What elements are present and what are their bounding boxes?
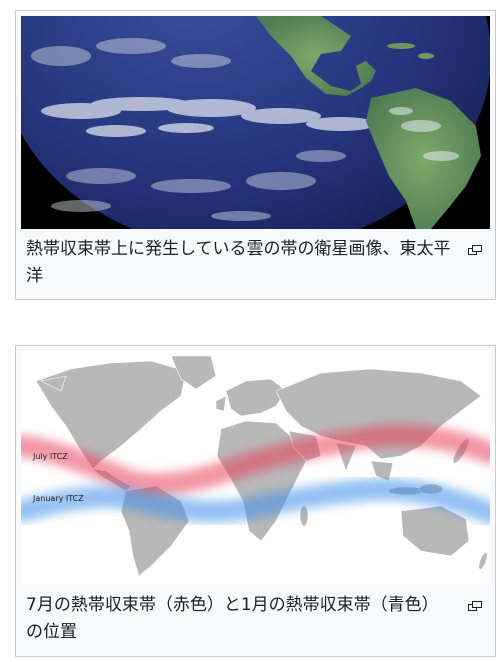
world-map-graphic: July ITCZ January ITCZ (21, 351, 490, 584)
january-itcz-band (21, 477, 490, 524)
figure-itcz-map: July ITCZ January ITCZ 7月の熱帯収束帯（赤色）と1月の熱… (15, 345, 496, 657)
magnify-clip-icon[interactable] (467, 241, 483, 255)
satellite-image[interactable] (21, 16, 490, 229)
figure-caption: 熱帯収束帯上に発生している雲の帯の衛星画像、東太平洋 (26, 239, 451, 286)
january-itcz-label: January ITCZ (32, 494, 84, 503)
july-itcz-label: July ITCZ (32, 452, 68, 461)
magnify-clip-icon[interactable] (467, 597, 483, 611)
itcz-map-image[interactable]: July ITCZ January ITCZ (21, 351, 490, 584)
figure-satellite: 熱帯収束帯上に発生している雲の帯の衛星画像、東太平洋 (15, 10, 496, 300)
figure-caption: 7月の熱帯収束帯（赤色）と1月の熱帯収束帯（青色）の位置 (26, 595, 439, 642)
satellite-image-graphic (21, 16, 490, 229)
july-itcz-band (21, 424, 490, 496)
